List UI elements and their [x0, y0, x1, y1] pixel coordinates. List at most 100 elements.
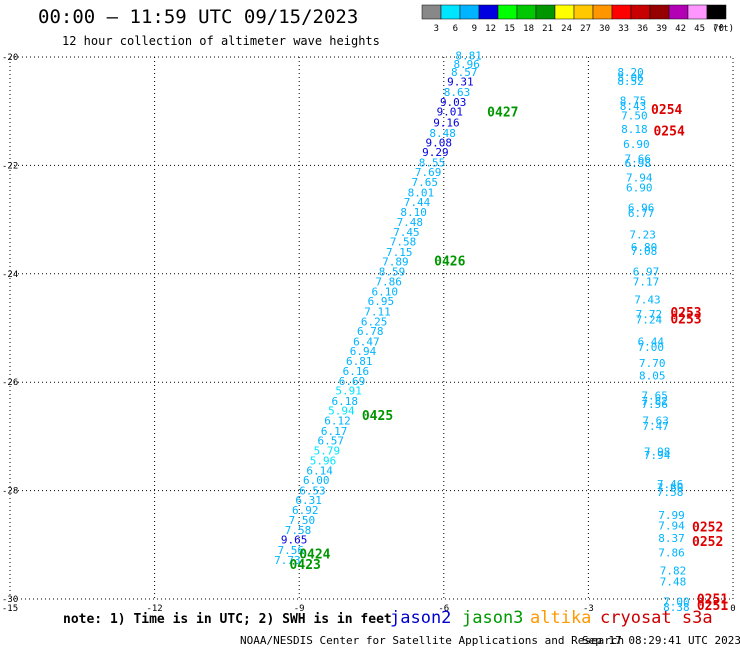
- swh-value-label: 9.16: [433, 116, 460, 129]
- pass-number-label: 0424: [299, 547, 330, 562]
- swh-value-label: 6.92: [292, 504, 319, 517]
- colorbar-unit-label: (ft): [712, 24, 734, 34]
- y-tick-label: -30: [2, 595, 18, 605]
- swh-value-label: 8.43: [620, 100, 647, 113]
- swh-value-label: 7.50: [621, 109, 648, 122]
- swh-value-label: 6.95: [368, 295, 395, 308]
- colorbar-tick-label: 24: [561, 24, 572, 34]
- chart-title: 00:00 – 11:59 UTC 09/15/2023: [38, 6, 359, 28]
- data-marks: 8.818.968.579.318.639.039.019.168.489.08…: [274, 50, 728, 614]
- colorbar-tick-label: 9: [472, 24, 477, 34]
- pass-number-label: 0253: [670, 313, 701, 328]
- colorbar-tick-label: 39: [656, 24, 667, 34]
- swh-value-label: 8.18: [621, 123, 648, 136]
- swh-value-label: 6.97: [633, 265, 660, 278]
- colorbar-swatch: [630, 4, 651, 20]
- swh-value-label: 6.44: [638, 335, 665, 348]
- legend-jason3: jason3: [462, 608, 524, 628]
- swh-value-label: 7.60: [657, 482, 684, 495]
- swh-value-label: 6.18: [331, 395, 358, 408]
- swh-value-label: 8.38: [663, 601, 690, 614]
- swh-value-label: 7.58: [285, 524, 312, 537]
- swh-value-label: 7.47: [642, 420, 669, 433]
- swh-value-label: 7.43: [634, 294, 661, 307]
- y-tick-label: -20: [2, 53, 18, 63]
- swh-value-label: 7.82: [660, 565, 687, 578]
- colorbar-tick-label: 12: [485, 24, 496, 34]
- swh-value-label: 9.65: [281, 534, 308, 547]
- swh-value-label: 5.91: [335, 385, 362, 398]
- swh-value-label: 7.98: [644, 445, 671, 458]
- swh-value-label: 8.57: [451, 66, 478, 79]
- swh-value-label: 6.00: [303, 474, 330, 487]
- colorbar-tick-label: 70: [713, 24, 724, 34]
- swh-value-label: 6.80: [631, 241, 658, 254]
- colorbar-tick-label: 45: [694, 24, 705, 34]
- pass-number-label: 0423: [290, 558, 321, 573]
- swh-value-label: 6.57: [318, 435, 345, 448]
- swh-value-label: 7.89: [382, 256, 409, 269]
- swh-value-label: 7.45: [393, 226, 420, 239]
- pass-number-label: 0254: [653, 125, 684, 140]
- pass-number-label: 0254: [651, 103, 682, 118]
- colorbar-swatch: [440, 4, 461, 20]
- swh-value-label: 7.86: [658, 547, 685, 560]
- colorbar-swatch: [668, 4, 689, 20]
- colorbar-swatch: [706, 4, 727, 20]
- y-tick-label: -28: [2, 487, 18, 497]
- swh-value-label: 8.37: [658, 532, 685, 545]
- swh-value-label: 6.90: [626, 181, 653, 194]
- colorbar-swatch: [649, 4, 670, 20]
- swh-value-label: 8.06: [617, 71, 644, 84]
- colorbar-swatch: [687, 4, 708, 20]
- swh-value-label: 6.81: [346, 355, 373, 368]
- swh-value-label: 9.08: [425, 136, 452, 149]
- swh-value-label: 7.65: [412, 176, 439, 189]
- y-tick-label: -24: [2, 270, 18, 280]
- swh-value-label: 7.48: [397, 216, 424, 229]
- swh-value-label: 6.25: [361, 315, 388, 328]
- colorbar-swatch: [611, 4, 632, 20]
- swh-value-label: 7.48: [660, 575, 687, 588]
- swh-value-label: 7.82: [641, 395, 668, 408]
- colorbar-swatch: [573, 4, 594, 20]
- swh-value-label: 6.78: [357, 325, 384, 338]
- swh-value-label: 6.96: [628, 201, 655, 214]
- swh-value-label: 8.52: [617, 75, 644, 88]
- swh-value-label: 6.16: [343, 365, 370, 378]
- swh-value-label: 6.10: [372, 285, 399, 298]
- pass-number-label: 0427: [487, 106, 518, 121]
- pass-number-label: 0425: [362, 409, 393, 424]
- swh-value-label: 8.75: [620, 95, 647, 108]
- colorbar-tick-label: 36: [637, 24, 648, 34]
- swh-value-label: 9.03: [440, 96, 467, 109]
- swh-value-label: 6.98: [625, 157, 652, 170]
- swh-value-label: 6.31: [295, 494, 322, 507]
- generated-timestamp: Sep 17 08:29:41 UTC 2023: [582, 634, 740, 647]
- legend-altika: altika: [530, 608, 592, 628]
- swh-value-label: 6.90: [623, 138, 650, 151]
- swh-value-label: 7.73: [274, 554, 301, 567]
- swh-value-label: 6.77: [628, 207, 655, 220]
- chart-subtitle: 12 hour collection of altimeter wave hei…: [62, 34, 380, 48]
- swh-value-label: 6.69: [339, 375, 366, 388]
- swh-value-label: 7.44: [404, 196, 431, 209]
- pass-number-label: 0251: [697, 599, 728, 614]
- swh-value-label: 7.46: [657, 478, 684, 491]
- swh-value-label: 7.99: [658, 509, 685, 522]
- colorbar-swatch: [478, 4, 499, 20]
- swh-value-label: 6.12: [324, 414, 351, 427]
- swh-value-label: 6.94: [350, 345, 377, 358]
- swh-value-label: 8.01: [408, 186, 435, 199]
- x-tick-label: -3: [583, 604, 594, 614]
- legend-cryosat-s3a: cryosat s3a: [600, 608, 713, 628]
- colorbar-tick-label: 33: [618, 24, 629, 34]
- swh-value-label: 7.50: [289, 514, 316, 527]
- swh-value-label: 8.96: [453, 58, 480, 71]
- swh-value-label: 9.31: [447, 76, 474, 89]
- colorbar-swatch: [535, 4, 556, 20]
- pass-number-label: 0252: [692, 535, 723, 550]
- colorbar-swatch: [516, 4, 537, 20]
- colorbar-swatch: [421, 4, 442, 20]
- colorbar-tick-label: 15: [504, 24, 515, 34]
